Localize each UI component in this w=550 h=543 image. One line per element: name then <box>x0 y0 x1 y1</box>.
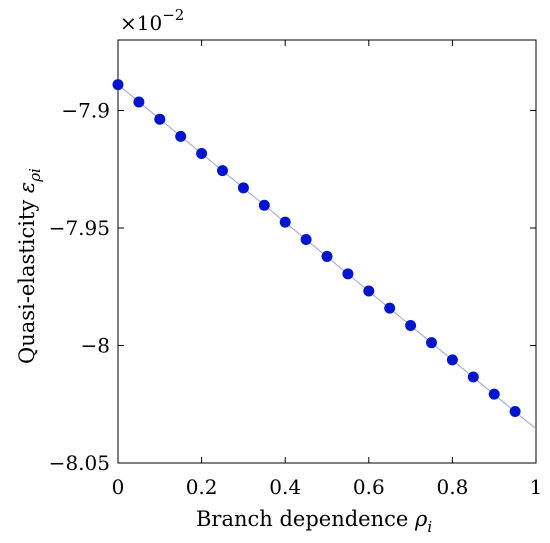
data-point-15 <box>426 337 437 349</box>
x-axis-label: Branch dependence ρi <box>196 507 432 536</box>
data-point-10 <box>321 250 333 262</box>
x-tick-label-1: 0.2 <box>186 475 218 499</box>
y-axis-label: Quasi-elasticity ερi <box>15 168 44 364</box>
x-tick-labels: 0 0.2 0.4 0.6 0.8 1 <box>112 475 543 499</box>
data-point-6 <box>237 182 249 194</box>
x-tick-label-4: 0.8 <box>436 475 468 499</box>
plot-frame <box>117 39 537 464</box>
data-point-0 <box>112 79 124 91</box>
x-tick-label-3: 0.6 <box>353 475 385 499</box>
data-point-17 <box>467 371 479 383</box>
y-tick-label-0: −7.9 <box>61 99 110 123</box>
y-tick-labels: −7.9 −7.95 −8 −8.05 <box>49 99 110 476</box>
data-point-4 <box>196 148 208 160</box>
y-multiplier: ×10−2 <box>120 6 184 35</box>
y-tick-label-1: −7.95 <box>49 216 110 240</box>
x-tick-label-2: 0.4 <box>269 475 301 499</box>
data-point-13 <box>384 302 396 314</box>
data-point-19 <box>509 406 521 418</box>
data-point-14 <box>405 320 417 332</box>
x-tick-label-5: 1 <box>530 475 543 499</box>
data-point-12 <box>363 285 375 297</box>
data-point-16 <box>446 354 458 366</box>
y-tick-label-3: −8.05 <box>49 451 110 475</box>
x-tick-label-0: 0 <box>112 475 125 499</box>
data-point-18 <box>488 388 500 400</box>
data-point-1 <box>133 96 145 108</box>
data-point-8 <box>279 216 291 228</box>
data-point-7 <box>258 199 270 211</box>
data-point-2 <box>154 113 166 125</box>
data-points <box>112 79 521 418</box>
data-point-5 <box>217 165 228 177</box>
axis-ticks <box>117 40 537 464</box>
data-point-3 <box>175 130 187 142</box>
y-tick-label-2: −8 <box>81 334 110 358</box>
data-point-9 <box>300 234 312 246</box>
data-point-11 <box>342 268 354 280</box>
